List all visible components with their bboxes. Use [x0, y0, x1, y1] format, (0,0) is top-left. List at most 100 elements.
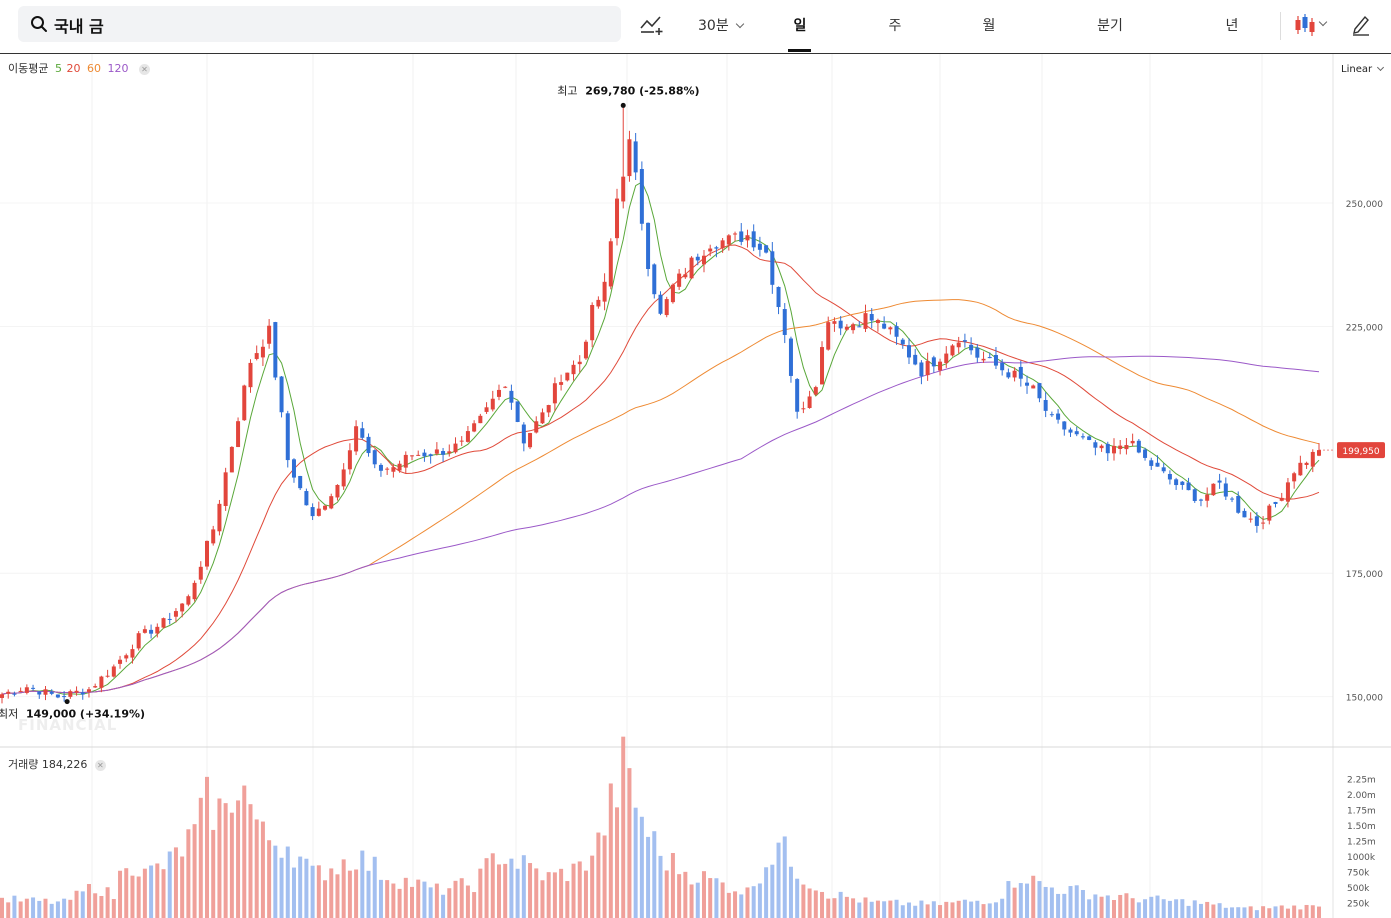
volume-bar: [1304, 904, 1309, 918]
chart-type-select[interactable]: [1294, 13, 1328, 37]
candle-body: [1242, 510, 1247, 518]
close-icon[interactable]: ✕: [94, 759, 106, 771]
candle-body: [565, 372, 570, 381]
candle-body: [167, 618, 172, 620]
candle-body: [465, 431, 470, 442]
volume-bar: [627, 768, 632, 918]
candle-body: [1192, 489, 1197, 501]
low-label: 최저: [0, 708, 18, 721]
candle-body: [627, 139, 632, 177]
volume-bar: [521, 855, 526, 918]
volume-bar: [347, 870, 352, 918]
volume-bar: [509, 858, 514, 918]
volume-bar: [223, 803, 228, 918]
search-input[interactable]: 국내 금: [54, 17, 104, 36]
candle-body: [347, 450, 352, 470]
volume-bar: [546, 872, 551, 918]
volume-bar: [198, 797, 203, 918]
close-icon[interactable]: ✕: [138, 63, 150, 75]
volume-bar: [602, 835, 607, 918]
candle-body: [205, 540, 210, 567]
volume-bar: [739, 894, 744, 918]
volume-bar: [1093, 894, 1098, 918]
volume-bar: [708, 878, 713, 918]
candle-body: [664, 299, 669, 316]
candle-body: [1105, 443, 1110, 454]
volume-bar: [1317, 906, 1321, 918]
tab-quarter[interactable]: 분기: [1097, 18, 1123, 34]
volume-bar: [1285, 908, 1290, 918]
search-icon: [31, 16, 47, 32]
tab-year[interactable]: 년: [1225, 18, 1239, 34]
volume-bar: [1217, 903, 1222, 918]
candle-body: [6, 691, 11, 694]
draw-pencil-icon[interactable]: [1351, 14, 1371, 36]
candle-body: [354, 426, 359, 452]
volume-bar: [646, 836, 651, 918]
volume-bar: [969, 901, 974, 918]
candle-body: [248, 362, 253, 388]
y-tick-label: 225,000: [1346, 323, 1383, 333]
volume-bar: [335, 874, 340, 918]
volume-bar: [1000, 898, 1005, 918]
volume-bar: [192, 824, 197, 918]
candle-body: [1285, 482, 1290, 502]
candle-body: [422, 452, 427, 457]
volume-bar: [1143, 899, 1148, 918]
candle-body: [1186, 482, 1191, 491]
candle-body: [1118, 445, 1123, 449]
volume-bar: [757, 883, 762, 918]
candle-body: [62, 696, 67, 698]
add-indicator-icon[interactable]: [640, 14, 664, 36]
candle-body: [677, 273, 682, 287]
candle-body: [869, 314, 874, 321]
volume-bar: [55, 901, 60, 918]
volume-bar: [900, 905, 905, 918]
volume-legend-label: 거래량: [8, 758, 39, 771]
candle-body: [944, 353, 949, 364]
candle-body: [577, 361, 582, 365]
candle-body: [993, 355, 998, 366]
tab-day[interactable]: 일: [793, 18, 807, 34]
ma-60-line: [1, 299, 1320, 695]
volume-bar: [285, 846, 290, 918]
candle-body: [192, 582, 197, 600]
candle-body: [124, 655, 129, 659]
candle-body: [149, 629, 154, 634]
candle-body: [1130, 440, 1135, 444]
candle-body: [366, 436, 371, 454]
volume-bar: [1192, 900, 1197, 918]
candle-body: [93, 686, 98, 688]
chevron-down-icon: [1318, 17, 1328, 26]
candle-body: [298, 475, 303, 489]
candle-body: [1031, 385, 1036, 389]
volume-bar: [695, 882, 700, 918]
volume-bar: [422, 881, 427, 918]
candle-body: [838, 320, 843, 329]
scale-select[interactable]: Linear: [1341, 63, 1385, 75]
candle-body: [832, 321, 837, 324]
candle-body: [851, 324, 856, 331]
volume-bar: [1056, 893, 1061, 918]
price-chart[interactable]: 최고 269,780 (-25.88%) 최저 149,000 (+34.19%) 15…: [0, 54, 1391, 918]
volume-bar: [1080, 889, 1085, 918]
volume-bar: [6, 902, 11, 918]
interval-select[interactable]: 30분: [698, 15, 744, 35]
candle-body: [1068, 429, 1073, 433]
volume-bar: [844, 896, 849, 918]
tab-week[interactable]: 주: [888, 18, 902, 34]
volume-bar: [472, 892, 477, 918]
candle-body: [596, 299, 601, 307]
candle-body: [1248, 518, 1253, 520]
candle-body: [490, 398, 495, 410]
volume-bar: [1292, 905, 1297, 918]
candle-body: [1006, 372, 1011, 378]
search-box[interactable]: 국내 금: [18, 6, 621, 42]
candle-body: [0, 694, 4, 698]
tab-month[interactable]: 월: [982, 18, 996, 34]
chevron-down-icon: [735, 19, 744, 29]
volume-bar: [1031, 875, 1036, 918]
volume-bar: [155, 863, 160, 918]
candle-body: [155, 626, 160, 634]
volume-bar: [1111, 899, 1116, 918]
